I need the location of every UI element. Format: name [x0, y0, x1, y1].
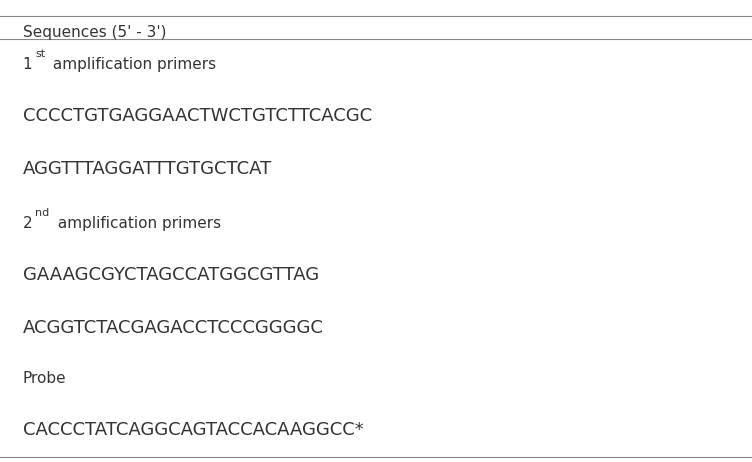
Text: Sequences (5' - 3'): Sequences (5' - 3')	[23, 25, 166, 40]
Text: nd: nd	[35, 208, 49, 218]
Text: GAAAGCGYCTAGCCATGGCGTTAG: GAAAGCGYCTAGCCATGGCGTTAG	[23, 266, 319, 284]
Text: AGGTTTAGGATTTGTGCTCAT: AGGTTTAGGATTTGTGCTCAT	[23, 160, 271, 178]
Text: ACGGTCTACGAGACCTCCCGGGGC: ACGGTCTACGAGACCTCCCGGGGC	[23, 319, 323, 337]
Text: 1: 1	[23, 57, 32, 72]
Text: Probe: Probe	[23, 371, 66, 386]
Text: st: st	[35, 49, 45, 59]
Text: CACCCTATCAGGCAGTACCACAAGGCC*: CACCCTATCAGGCAGTACCACAAGGCC*	[23, 421, 363, 439]
Text: amplification primers: amplification primers	[53, 216, 222, 231]
Text: CCCCTGTGAGGAACTWCTGTCTTCACGC: CCCCTGTGAGGAACTWCTGTCTTCACGC	[23, 107, 371, 125]
Text: 2: 2	[23, 216, 32, 231]
Text: amplification primers: amplification primers	[48, 57, 216, 72]
